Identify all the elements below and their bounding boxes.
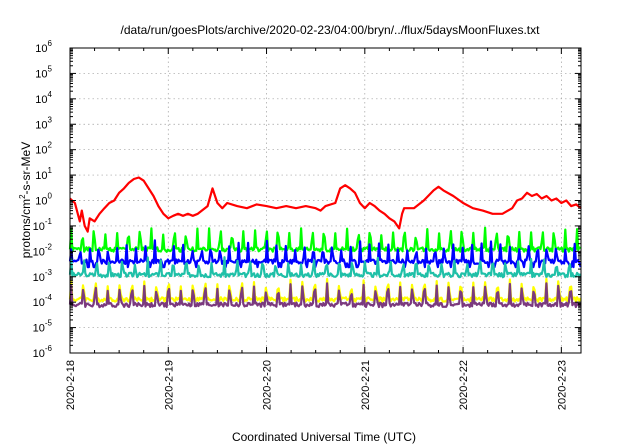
y-tick-label-base: 10 (35, 94, 47, 106)
y-tick-label: 104 (35, 90, 52, 106)
y-tick-label: 10-3 (33, 268, 53, 284)
y-tick-label-base: 10 (33, 246, 45, 258)
y-axis: 10-610-510-410-310-210-11001011021031041… (33, 39, 581, 360)
y-tick-label: 10-5 (33, 319, 53, 335)
series-line-4 (68, 256, 582, 279)
y-tick-label-base: 10 (35, 119, 47, 131)
y-tick-label-exponent: 4 (48, 90, 53, 99)
x-tick-label: 2020-2-22 (458, 360, 470, 410)
y-axis-title: protons/cm2-s-sr-MeV (18, 142, 33, 258)
x-axis-title: Coordinated Universal Time (UTC) (232, 430, 416, 444)
y-axis-title-part1: protons/cm (19, 199, 33, 258)
series-line-6 (68, 282, 582, 309)
y-tick-label: 100 (35, 192, 52, 208)
grid (70, 48, 581, 353)
y-tick-label-exponent: 3 (48, 115, 53, 124)
y-tick-label: 102 (35, 141, 52, 157)
y-tick-label-exponent: -6 (45, 344, 53, 353)
y-tick-label: 105 (35, 64, 52, 80)
y-tick-label: 10-1 (33, 217, 53, 233)
y-tick-label: 106 (35, 39, 52, 55)
y-tick-label-base: 10 (35, 196, 47, 208)
y-tick-label-exponent: -2 (45, 242, 53, 251)
y-tick-label: 10-4 (33, 293, 53, 309)
y-tick-label-exponent: -4 (45, 293, 53, 302)
y-axis-title-part2: -s-sr-MeV (19, 142, 33, 195)
x-tick-label: 2020-2-23 (556, 360, 568, 410)
y-tick-label-base: 10 (35, 68, 47, 80)
y-tick-label-base: 10 (33, 323, 45, 335)
x-axis: 2020-2-18 2020-2-19 2020-2-20 2020-2-21 2020… (65, 48, 568, 410)
y-tick-label: 101 (35, 166, 52, 182)
chart-title: /data/run/goesPlots/archive/2020-02-23/0… (121, 23, 541, 37)
y-tick-label: 103 (35, 115, 52, 131)
y-tick-label-base: 10 (33, 272, 45, 284)
y-tick-label-exponent: 0 (48, 192, 53, 201)
y-tick-label-base: 10 (35, 43, 47, 55)
series-line-1 (69, 176, 582, 233)
y-tick-label-exponent: 2 (48, 141, 53, 150)
series-group (68, 176, 582, 309)
y-tick-label: 10-6 (33, 344, 53, 360)
y-tick-label-exponent: -5 (45, 319, 53, 328)
x-tick-label: 2020-2-18 (65, 360, 77, 410)
y-tick-label-exponent: 5 (48, 64, 53, 73)
y-axis-title-superscript: 2 (18, 194, 27, 199)
y-tick-label-exponent: 6 (48, 39, 53, 48)
x-tick-label: 2020-2-19 (163, 360, 175, 410)
y-tick-label-exponent: 1 (48, 166, 53, 175)
y-tick-label-base: 10 (35, 145, 47, 157)
y-tick-label-exponent: -3 (45, 268, 53, 277)
y-tick-label-base: 10 (33, 297, 45, 309)
y-tick-label-base: 10 (35, 170, 47, 182)
y-tick-label: 10-2 (33, 242, 53, 258)
x-tick-label: 2020-2-20 (262, 360, 274, 410)
x-tick-label: 2020-2-21 (360, 360, 372, 410)
series-line-3 (68, 239, 582, 269)
y-tick-label-exponent: -1 (45, 217, 53, 226)
y-tick-label-base: 10 (33, 221, 45, 233)
y-tick-label-base: 10 (33, 348, 45, 360)
